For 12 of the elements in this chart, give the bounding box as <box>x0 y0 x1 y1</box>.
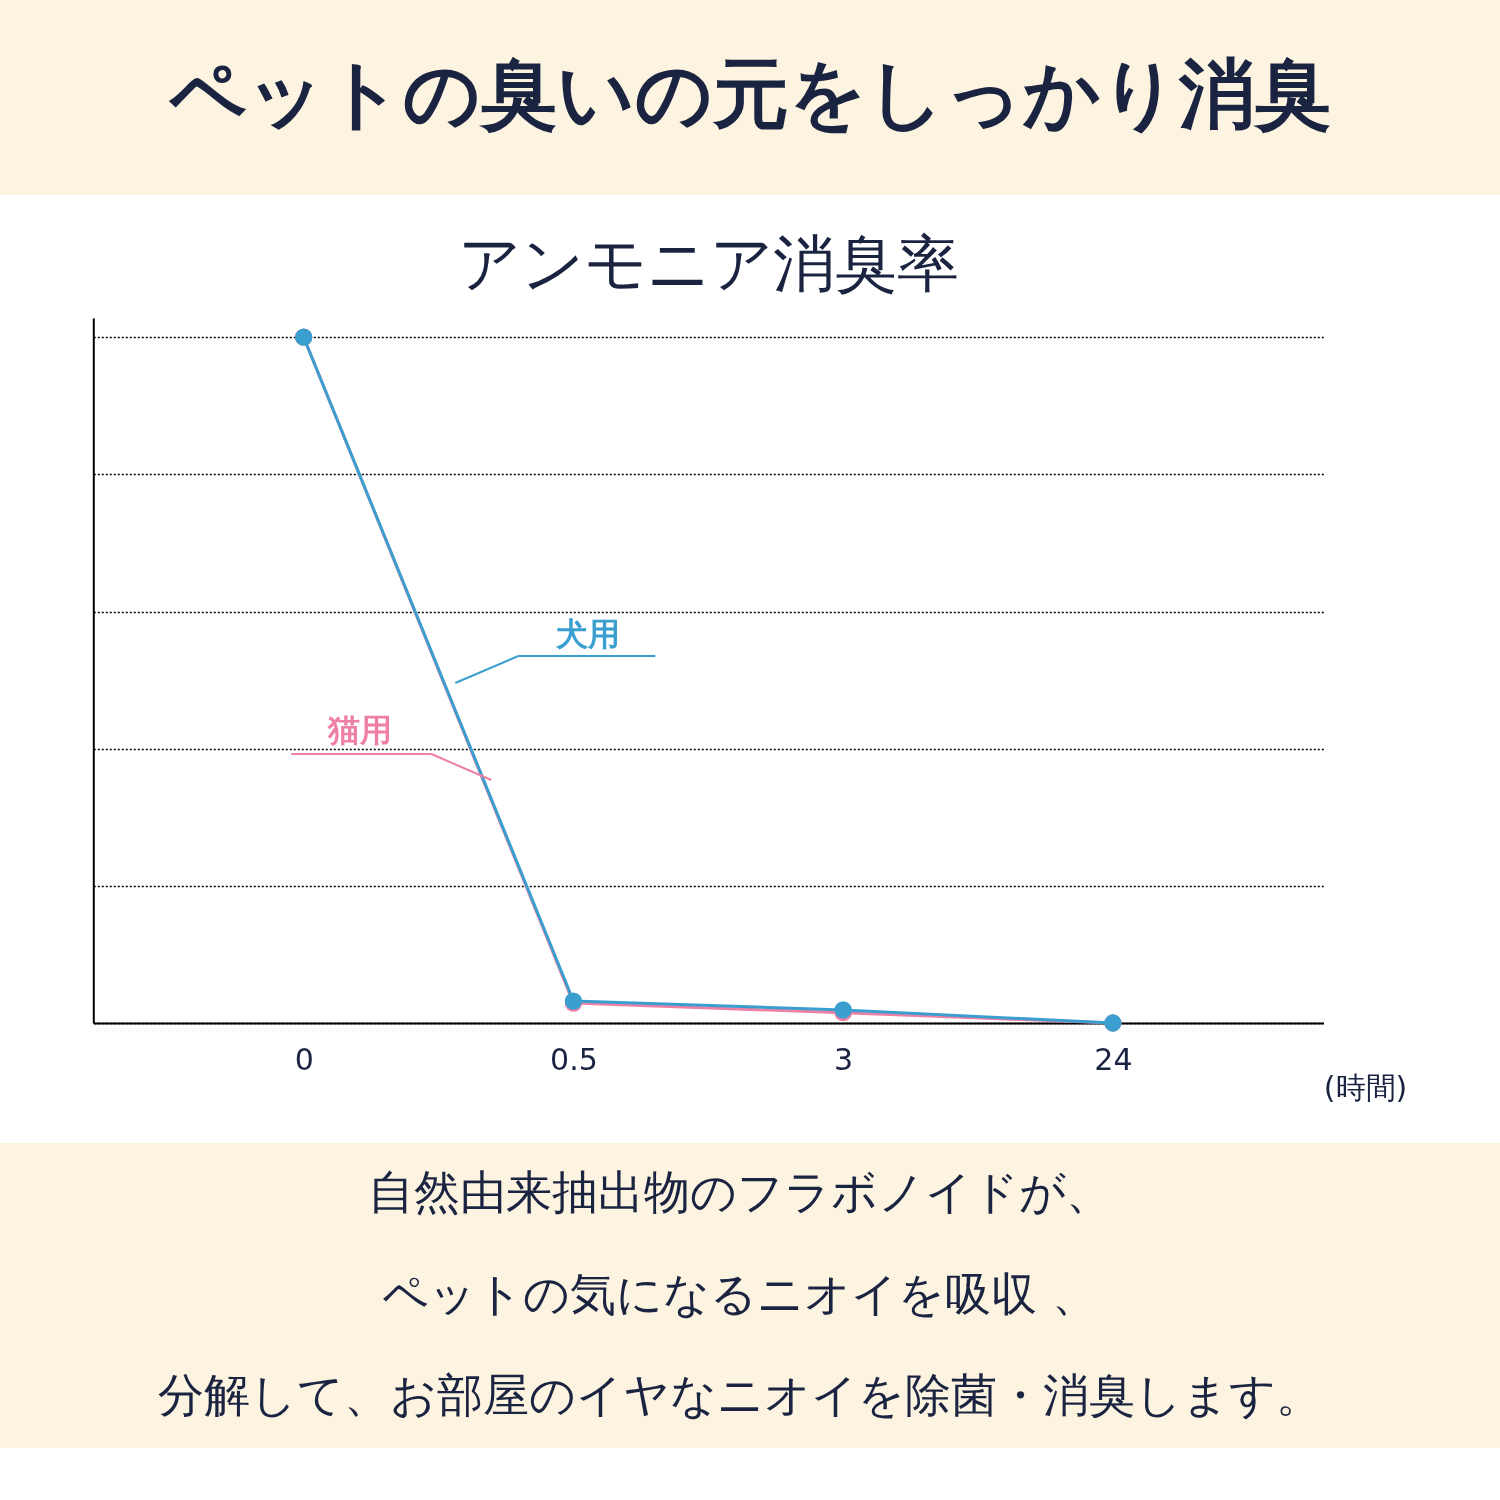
series-label: 猫用 <box>327 711 393 749</box>
chart-title: ペットの臭いの元をしっかり消臭 <box>168 49 1331 138</box>
x-tick-label: 24 <box>1094 1041 1133 1077</box>
text: 犬用 <box>555 615 621 653</box>
text: 分解して、お部屋のイヤなニオイを除菌・消臭します。 <box>158 1368 1322 1423</box>
x-tick-label: 0 <box>294 1041 314 1077</box>
chart-subtitle: アンモニア消臭率 <box>457 227 959 300</box>
text: ペットの気になるニオイを吸収 、 <box>382 1266 1098 1321</box>
x-axis-title: (時間) <box>1323 1069 1408 1105</box>
x-tick-label: 3 <box>834 1041 854 1077</box>
x-tick-label: 0.5 <box>550 1041 598 1077</box>
text: 自然由来抽出物のフラボノイドが、 <box>368 1164 1112 1219</box>
